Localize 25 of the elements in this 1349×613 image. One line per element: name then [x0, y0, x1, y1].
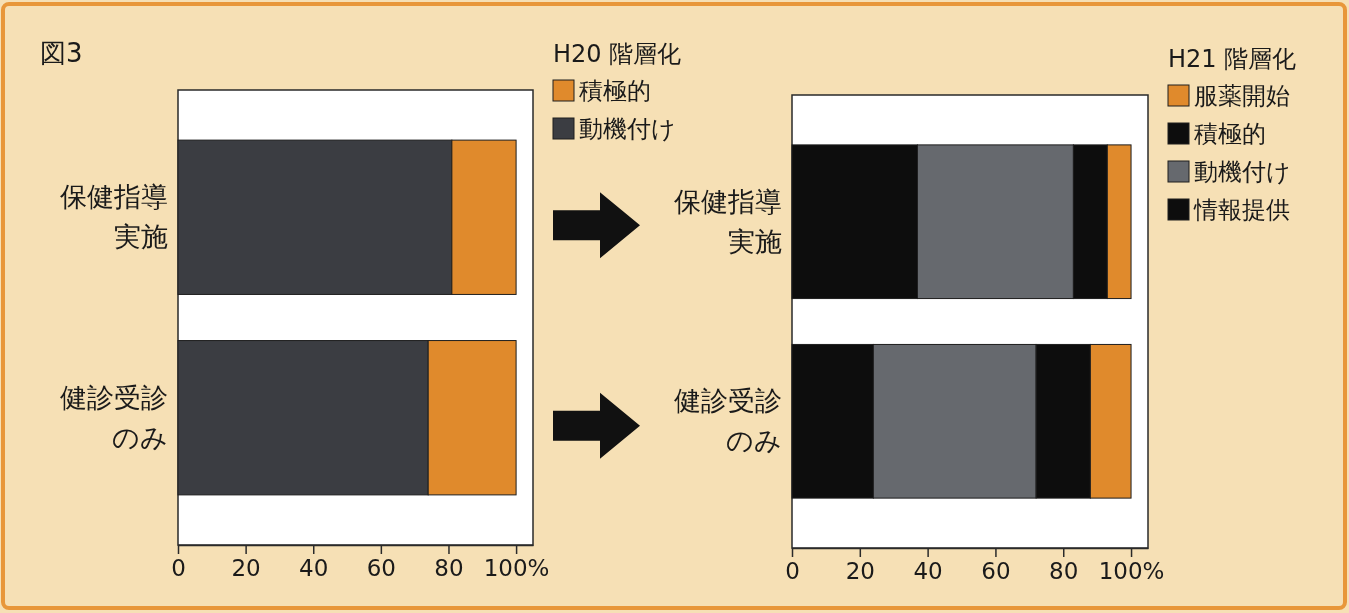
y-tick-label: 健診受診のみ [60, 381, 168, 453]
y-tick-label: 保健指導実施 [60, 181, 168, 253]
x-tick-label: 20 [845, 558, 875, 585]
legend-label: 積極的 [579, 77, 651, 105]
x-tick-label: 100% [483, 555, 550, 582]
legend-title: H21 階層化 [1168, 45, 1297, 73]
x-tick-label: 0 [785, 558, 800, 585]
x-tick-label: 80 [1049, 558, 1079, 585]
y-tick-label: 保健指導実施 [674, 185, 782, 257]
legend-title: H20 階層化 [553, 40, 682, 68]
legend-label: 積極的 [1194, 120, 1266, 148]
legend-label: 服薬開始 [1194, 82, 1290, 110]
caption: 図3 [40, 38, 83, 68]
x-tick-label: 40 [299, 555, 329, 582]
y-tick-label: 健診受診のみ [674, 385, 782, 457]
x-tick-label: 100% [1098, 558, 1165, 585]
x-tick-label: 60 [366, 555, 396, 582]
x-tick-label: 40 [913, 558, 943, 585]
legend-label: 動機付け [579, 115, 676, 143]
legend-label: 動機付け [1194, 158, 1291, 186]
x-tick-label: 0 [171, 555, 186, 582]
x-tick-label: 60 [981, 558, 1011, 585]
x-tick-label: 20 [231, 555, 261, 582]
legend-label: 情報提供 [1193, 196, 1290, 224]
x-tick-label: 80 [434, 555, 464, 582]
